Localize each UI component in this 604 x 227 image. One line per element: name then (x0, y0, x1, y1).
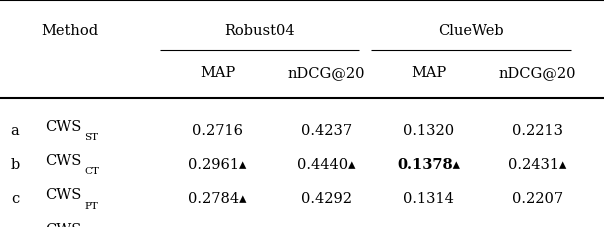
Text: 0.4292: 0.4292 (301, 192, 352, 206)
Text: Robust04: Robust04 (225, 24, 295, 38)
Text: 0.4440▴: 0.4440▴ (297, 158, 355, 172)
Text: 0.1314: 0.1314 (403, 192, 454, 206)
Text: a: a (11, 123, 19, 138)
Text: CT: CT (85, 167, 100, 176)
Text: b: b (10, 158, 20, 172)
Text: 0.2784▴: 0.2784▴ (188, 192, 246, 206)
Text: nDCG@20: nDCG@20 (288, 66, 365, 80)
Text: Method: Method (41, 24, 98, 38)
Text: MAP: MAP (200, 66, 235, 80)
Text: nDCG@20: nDCG@20 (499, 66, 576, 80)
Text: 0.4237: 0.4237 (301, 123, 352, 138)
Text: 0.2961▴: 0.2961▴ (188, 158, 246, 172)
Text: 0.1378▴: 0.1378▴ (397, 158, 460, 172)
Text: 0.1320: 0.1320 (403, 123, 454, 138)
Text: CWS: CWS (45, 222, 82, 227)
Text: 0.2207: 0.2207 (512, 192, 563, 206)
Text: ST: ST (85, 133, 98, 142)
Text: c: c (11, 192, 19, 206)
Text: 0.3024▴: 0.3024▴ (186, 226, 249, 227)
Text: CWS: CWS (45, 188, 82, 202)
Text: 0.2213: 0.2213 (512, 123, 563, 138)
Text: 0.2431▴: 0.2431▴ (509, 158, 567, 172)
Text: PT: PT (85, 201, 98, 210)
Text: CWS: CWS (45, 154, 82, 168)
Text: 0.4507▴: 0.4507▴ (295, 226, 358, 227)
Text: 0.2453▴: 0.2453▴ (506, 226, 569, 227)
Text: 0.1372▴: 0.1372▴ (400, 226, 458, 227)
Text: 0.2716: 0.2716 (192, 123, 243, 138)
Text: CWS: CWS (45, 120, 82, 133)
Text: ClueWeb: ClueWeb (439, 24, 504, 38)
Text: MAP: MAP (411, 66, 446, 80)
